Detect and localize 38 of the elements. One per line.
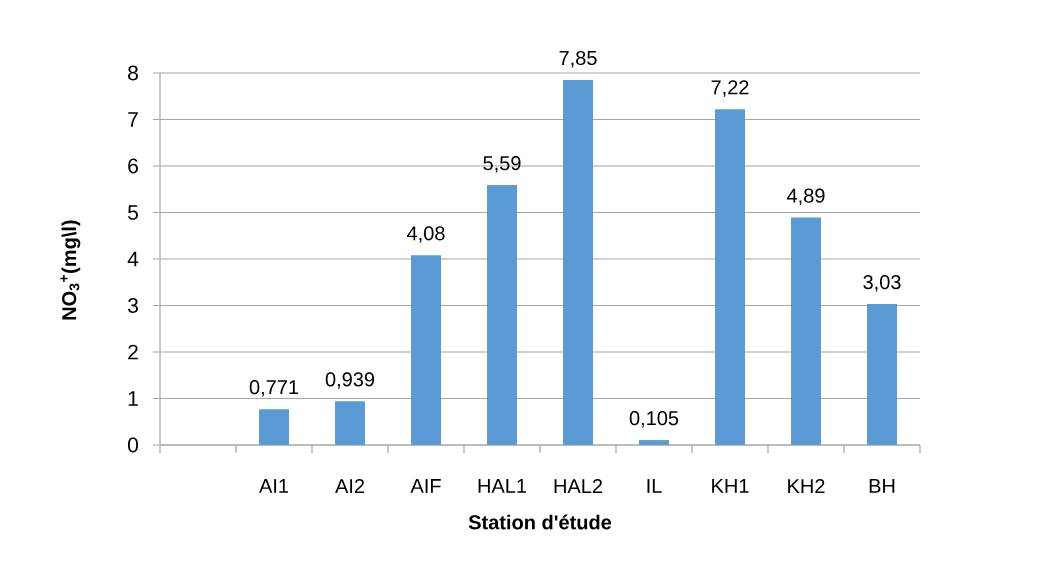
bar — [867, 304, 898, 445]
y-axis-title: NO$_{3}$$^{+}$(mg\l) — [60, 220, 81, 320]
bar — [639, 440, 670, 445]
y-tick-label: 5 — [128, 205, 138, 220]
y-tick-label: 6 — [128, 158, 138, 174]
data-label: 0,939 — [325, 372, 375, 389]
y-tick-label: 7 — [128, 112, 138, 127]
data-label: 5,59 — [483, 156, 521, 173]
bar — [715, 109, 746, 445]
x-tick-label: AI2 — [335, 479, 365, 493]
data-label: 7,85 — [559, 50, 597, 68]
x-tick-label: AIF — [410, 479, 441, 493]
x-tick-label: AI1 — [259, 479, 289, 493]
bar — [563, 79, 594, 445]
x-tick-label: HAL2 — [554, 479, 603, 493]
y-tick-label: 0 — [128, 437, 139, 453]
data-label: 0,105 — [629, 411, 679, 428]
bar — [487, 185, 518, 445]
data-label: 4,08 — [407, 226, 445, 243]
data-label: 0,771 — [249, 380, 299, 397]
x-axis-title: Station d'étude — [468, 514, 612, 530]
y-tick-label: 2 — [128, 344, 138, 360]
x-tick-label: HAL1 — [478, 479, 527, 493]
data-label: 3,03 — [863, 275, 901, 292]
bar — [411, 255, 442, 445]
y-tick-label: 4 — [127, 251, 139, 267]
x-tick-label: KH1 — [712, 479, 749, 493]
data-label: 4,89 — [787, 188, 825, 206]
x-tick-label: BH — [869, 479, 895, 493]
bar — [259, 409, 290, 445]
x-tick-label: IL — [647, 479, 662, 493]
data-label: 7,22 — [711, 80, 749, 97]
y-tick-label: 3 — [127, 298, 138, 313]
y-tick-label: 8 — [128, 65, 138, 81]
y-tick-label: 1 — [128, 391, 138, 406]
bar — [791, 217, 822, 445]
x-tick-label: KH2 — [788, 479, 825, 493]
bar — [335, 401, 366, 445]
